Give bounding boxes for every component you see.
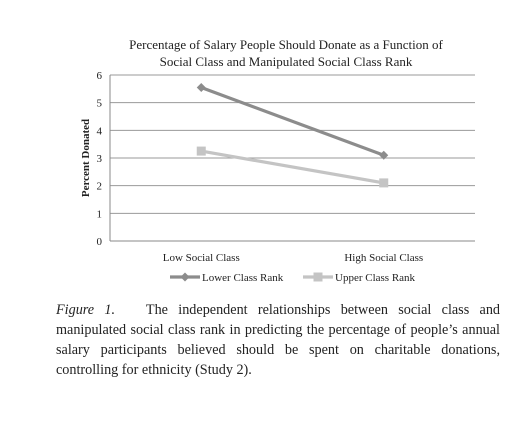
caption-text: The independent relationships between so… xyxy=(56,302,501,378)
y-tick-label: 0 xyxy=(97,236,103,248)
legend-label: Lower Class Rank xyxy=(202,272,284,284)
chart-title: Percentage of Salary People Should Donat… xyxy=(129,37,443,69)
chart-title-line-2: Social Class and Manipulated Social Clas… xyxy=(160,54,413,69)
y-tick-label: 3 xyxy=(97,153,103,165)
data-point xyxy=(379,150,389,160)
x-tick-label: Low Social Class xyxy=(163,252,240,264)
y-axis-label: Percent Donated xyxy=(80,119,92,197)
data-point xyxy=(196,146,206,156)
x-tick-label: High Social Class xyxy=(344,252,423,264)
data-point xyxy=(379,178,389,188)
series-line xyxy=(200,149,385,185)
axes xyxy=(109,75,475,242)
series-1 xyxy=(196,82,389,160)
y-tick-label: 4 xyxy=(97,125,103,137)
data-point xyxy=(196,82,206,92)
y-tick-label: 1 xyxy=(97,208,103,220)
legend-label: Upper Class Rank xyxy=(335,272,416,284)
line-chart: Percentage of Salary People Should Donat… xyxy=(80,37,475,284)
x-tick-labels: Low Social Class High Social Class xyxy=(163,252,423,264)
legend-swatch-marker xyxy=(313,272,323,282)
series-line xyxy=(200,85,385,157)
figure-label: Figure 1. xyxy=(56,302,116,318)
legend-swatch-marker xyxy=(180,272,190,282)
chart-title-line-1: Percentage of Salary People Should Donat… xyxy=(129,37,443,52)
gridlines xyxy=(110,74,475,214)
y-tick-label: 6 xyxy=(97,70,103,82)
y-tick-labels: 0 1 2 3 4 5 6 xyxy=(97,70,103,248)
series-2 xyxy=(196,146,389,188)
legend-item: Lower Class Rank xyxy=(170,272,284,284)
legend-item: Upper Class Rank xyxy=(303,272,416,284)
y-tick-label: 2 xyxy=(97,181,103,193)
data-series xyxy=(196,82,389,188)
y-tick-label: 5 xyxy=(97,98,103,110)
legend: Lower Class Rank Upper Class Rank xyxy=(170,272,416,284)
figure-caption: Figure 1. The independent relationships … xyxy=(56,300,500,380)
